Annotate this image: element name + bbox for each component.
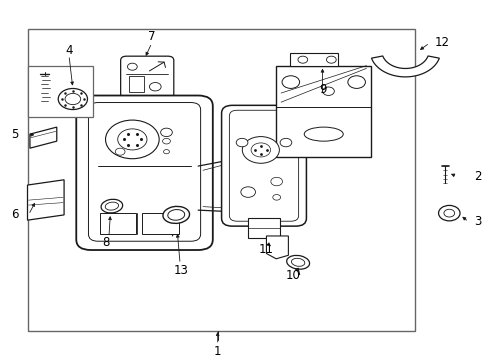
Circle shape (272, 194, 280, 200)
Bar (276, 66, 370, 157)
Circle shape (443, 209, 454, 217)
Bar (27, 66, 93, 117)
FancyBboxPatch shape (229, 110, 298, 221)
Bar (290, 53, 337, 66)
FancyBboxPatch shape (88, 103, 200, 241)
Circle shape (105, 120, 159, 159)
Text: 10: 10 (285, 269, 300, 282)
Circle shape (115, 148, 125, 155)
Text: 7: 7 (148, 30, 155, 43)
Circle shape (270, 177, 282, 186)
Polygon shape (371, 56, 438, 77)
Text: 4: 4 (65, 44, 73, 57)
Text: 6: 6 (11, 208, 19, 221)
Bar (129, 76, 143, 92)
Ellipse shape (163, 206, 189, 224)
Circle shape (322, 87, 334, 95)
Polygon shape (30, 127, 57, 148)
Circle shape (163, 150, 169, 154)
Circle shape (160, 128, 172, 136)
Ellipse shape (167, 210, 184, 220)
Bar (142, 213, 178, 234)
Text: 1: 1 (213, 345, 221, 358)
FancyBboxPatch shape (121, 56, 173, 98)
Text: 5: 5 (11, 128, 19, 141)
Polygon shape (266, 236, 288, 259)
Circle shape (149, 82, 161, 91)
Circle shape (58, 89, 87, 109)
Circle shape (118, 129, 147, 150)
FancyBboxPatch shape (221, 105, 306, 226)
Circle shape (242, 136, 279, 163)
Text: 11: 11 (259, 243, 273, 256)
Bar (247, 219, 279, 238)
Circle shape (241, 187, 255, 197)
Ellipse shape (286, 255, 309, 269)
Text: 9: 9 (318, 82, 325, 95)
Polygon shape (27, 180, 64, 220)
Ellipse shape (291, 258, 304, 266)
Circle shape (297, 56, 307, 63)
Ellipse shape (101, 199, 122, 213)
Text: 3: 3 (473, 215, 480, 229)
Circle shape (162, 138, 170, 144)
Ellipse shape (105, 202, 118, 210)
Text: 8: 8 (102, 236, 109, 249)
Circle shape (326, 56, 336, 63)
Circle shape (438, 206, 459, 221)
Circle shape (65, 93, 81, 105)
Circle shape (250, 143, 270, 157)
FancyBboxPatch shape (76, 95, 212, 250)
Text: 2: 2 (473, 170, 480, 183)
Circle shape (282, 76, 299, 89)
Circle shape (280, 138, 291, 147)
Ellipse shape (304, 127, 343, 141)
Text: 12: 12 (434, 36, 449, 49)
Circle shape (347, 76, 365, 89)
Text: 13: 13 (173, 264, 188, 277)
Bar (100, 213, 136, 234)
Bar (27, 29, 414, 331)
Circle shape (236, 138, 247, 147)
Circle shape (127, 63, 137, 70)
